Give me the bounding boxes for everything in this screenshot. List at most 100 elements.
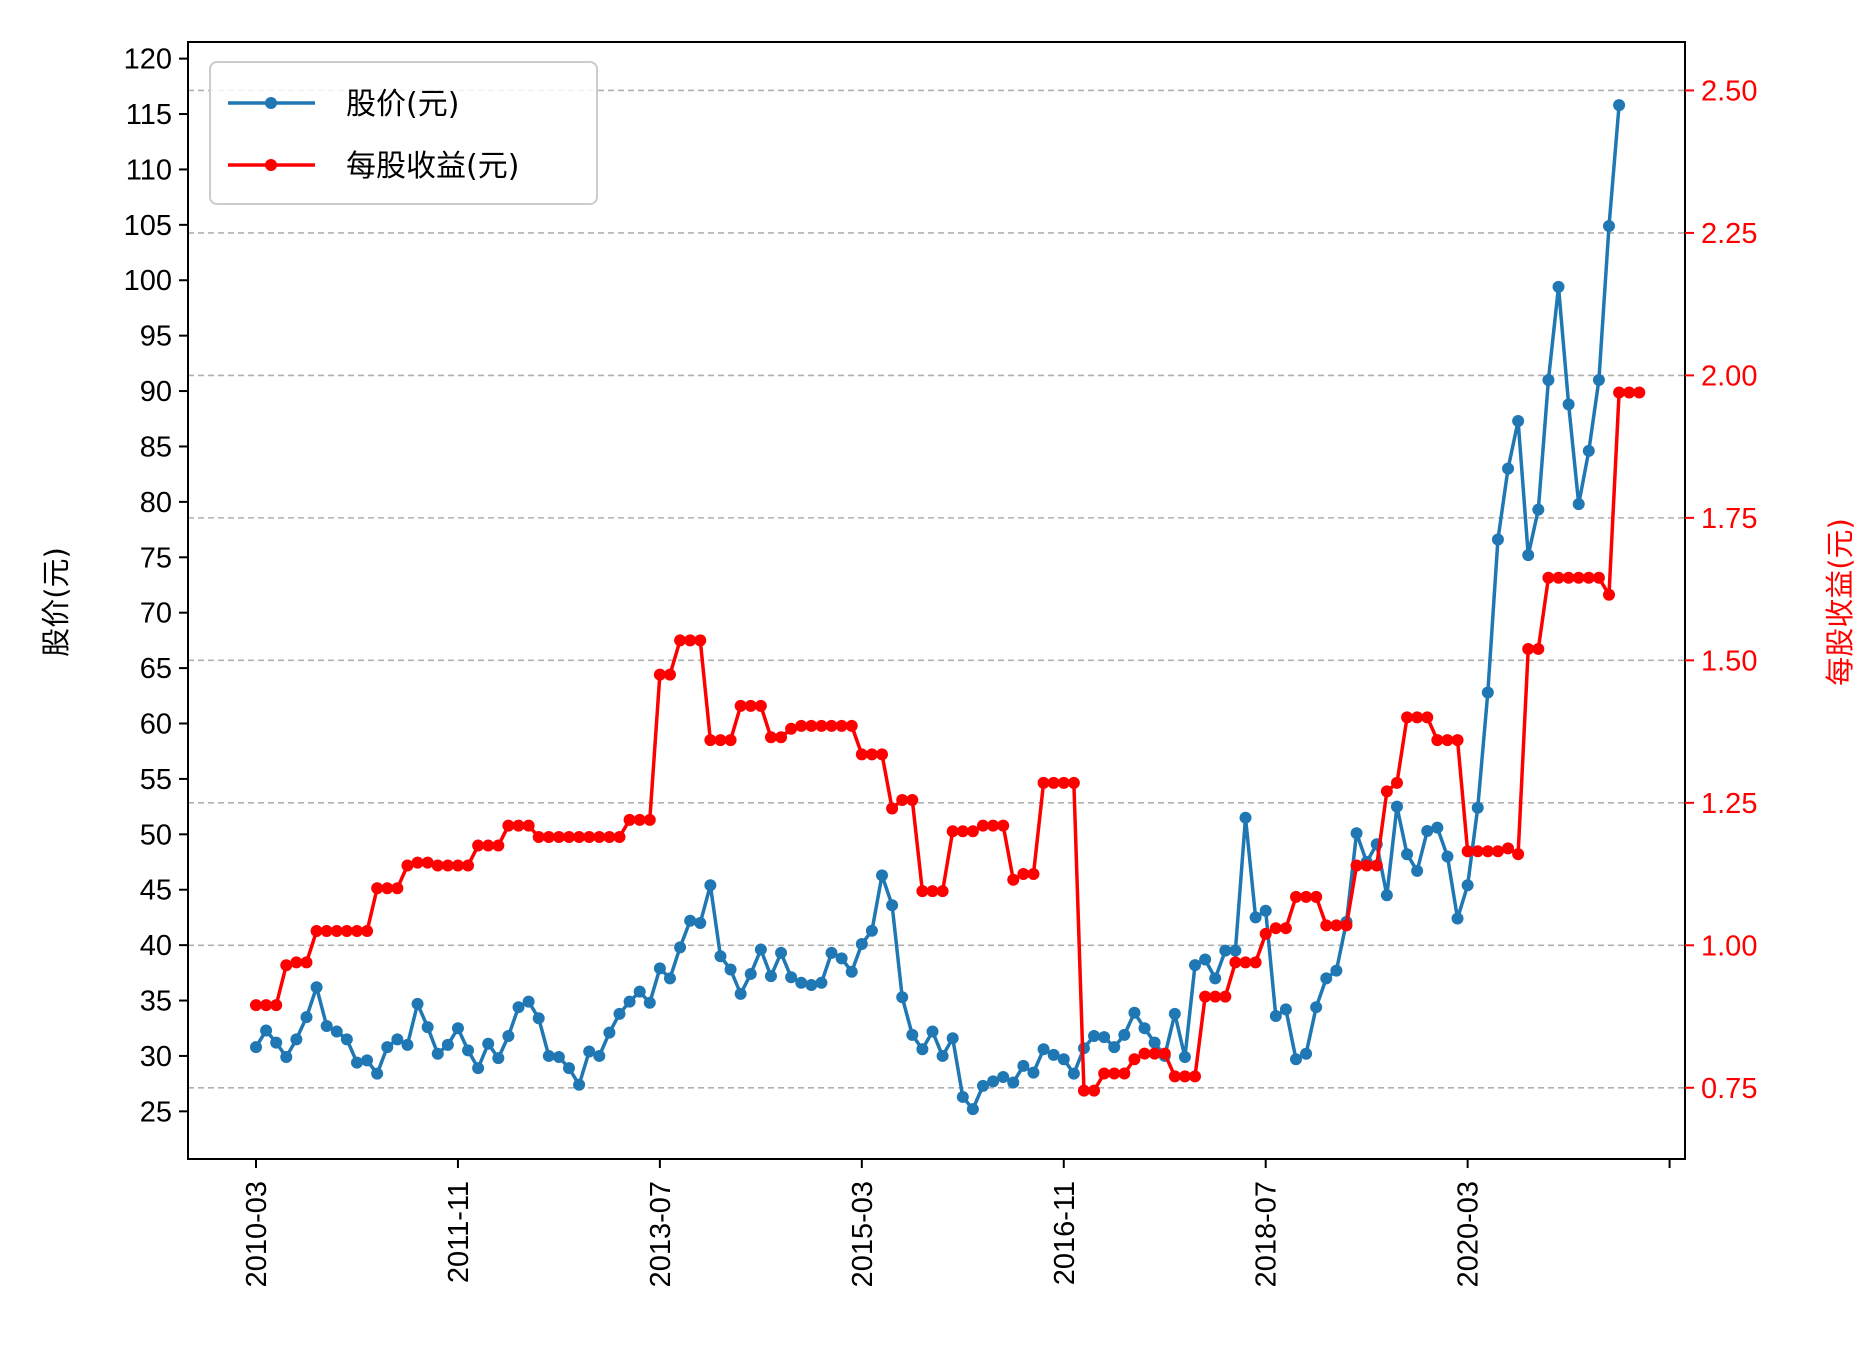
data-point (381, 1041, 394, 1054)
left-tick-label: 70 (140, 598, 172, 630)
data-point (330, 1025, 343, 1038)
data-point (573, 831, 586, 844)
data-point (1047, 1048, 1060, 1061)
data-point (310, 925, 323, 938)
data-point (684, 914, 697, 927)
data-point (1219, 944, 1232, 957)
data-point (1279, 922, 1292, 935)
data-point (845, 719, 858, 732)
data-point (280, 959, 293, 972)
data-point (1098, 1067, 1111, 1080)
data-point (613, 1007, 626, 1020)
data-point (1209, 972, 1222, 985)
left-tick-label: 120 (124, 44, 172, 76)
data-point (451, 859, 464, 872)
left-tick-label: 80 (140, 487, 172, 519)
data-point (633, 985, 646, 998)
data-point (411, 997, 424, 1010)
data-point (855, 748, 868, 761)
data-point (260, 1024, 273, 1037)
data-point (775, 731, 788, 744)
data-point (1229, 956, 1242, 969)
x-tick-label: 2020-03 (1453, 1181, 1485, 1287)
left-tick-label: 30 (140, 1041, 172, 1073)
data-point (997, 1071, 1010, 1083)
data-point (1047, 776, 1060, 789)
data-point (1128, 1053, 1141, 1066)
data-point (1199, 990, 1212, 1003)
right-tick-label: 2.25 (1701, 218, 1757, 250)
data-point (1300, 1047, 1313, 1060)
legend-price-marker (265, 97, 277, 109)
data-point (1441, 850, 1454, 863)
data-point (1178, 1051, 1191, 1064)
data-point (734, 987, 747, 1000)
data-point (1138, 1022, 1151, 1035)
data-point (1562, 571, 1575, 584)
data-point (663, 972, 676, 985)
data-point (916, 1043, 929, 1056)
data-point (441, 859, 454, 872)
data-point (764, 731, 777, 744)
data-point (966, 1103, 979, 1116)
right-tick-label: 1.50 (1701, 645, 1757, 677)
data-point (1522, 549, 1535, 562)
data-point (1017, 1059, 1030, 1072)
data-point (1259, 904, 1272, 917)
plot-frame (187, 41, 1686, 1160)
data-point (320, 925, 333, 938)
data-point (482, 1037, 495, 1050)
data-point (926, 885, 939, 898)
data-point (633, 813, 646, 826)
data-point (1532, 503, 1545, 516)
data-point (441, 1038, 454, 1051)
data-point (340, 1033, 353, 1046)
data-point (1572, 498, 1585, 511)
data-point (1310, 1001, 1323, 1014)
data-point (1512, 848, 1525, 861)
data-point (886, 802, 899, 815)
data-point (1481, 845, 1494, 858)
data-point (583, 831, 596, 844)
data-point (1118, 1028, 1131, 1041)
data-point (1431, 734, 1444, 747)
data-point (431, 859, 444, 872)
data-point (532, 831, 545, 844)
data-point (542, 1049, 555, 1062)
right-tick-label: 1.00 (1701, 930, 1757, 962)
data-point (886, 899, 899, 912)
data-point (1108, 1041, 1121, 1054)
data-point (1441, 734, 1454, 747)
data-point (1067, 776, 1080, 789)
x-tick-label: 2018-07 (1251, 1181, 1283, 1287)
data-point (1219, 990, 1232, 1003)
data-point (1088, 1030, 1101, 1042)
data-point (754, 943, 767, 956)
data-point (643, 996, 656, 1009)
data-point (906, 793, 919, 806)
data-point (825, 719, 838, 732)
data-point (1330, 919, 1343, 932)
data-point (825, 946, 838, 959)
data-point (1603, 219, 1615, 232)
data-point (1189, 959, 1202, 972)
data-point (946, 825, 959, 838)
data-point (1481, 686, 1494, 699)
x-tick-label: 2011-11 (443, 1181, 475, 1283)
data-point (956, 1090, 969, 1103)
data-point (1057, 776, 1070, 789)
data-point (552, 1051, 565, 1064)
data-point (512, 1001, 525, 1014)
data-point (1451, 912, 1464, 925)
data-point (1380, 889, 1393, 902)
data-point (876, 869, 889, 882)
data-point (401, 859, 414, 872)
data-point (775, 946, 788, 959)
data-point (1148, 1047, 1161, 1060)
data-point (492, 839, 505, 852)
data-point (563, 831, 576, 844)
data-point (290, 1033, 303, 1046)
data-point (663, 668, 676, 681)
data-point (381, 882, 394, 895)
data-point (926, 1025, 939, 1038)
